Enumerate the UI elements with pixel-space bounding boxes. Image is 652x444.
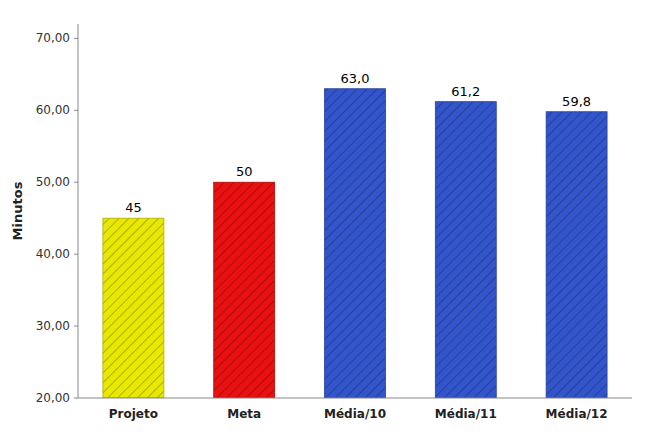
y-tick-label: 60,00 — [36, 103, 70, 117]
data-label: 50 — [236, 164, 253, 179]
x-axis: Projeto Meta Média/10 Média/11 Média/12 — [109, 407, 608, 421]
bar — [435, 102, 496, 398]
chart-svg: 20,00 30,00 40,00 50,00 60,00 70,00 Minutos 45 5… — [0, 0, 652, 444]
y-tick-label: 70,00 — [36, 31, 70, 45]
data-label: 45 — [125, 200, 142, 215]
y-tick — [74, 398, 78, 399]
x-tick-label: Média/10 — [324, 407, 386, 421]
y-tick — [74, 326, 78, 327]
y-tick-label: 30,00 — [36, 319, 70, 333]
data-label: 61,2 — [451, 84, 480, 99]
y-tick — [74, 110, 78, 111]
x-axis-line — [78, 398, 632, 399]
y-tick-label: 40,00 — [36, 247, 70, 261]
bar — [546, 112, 607, 398]
bar — [325, 89, 386, 398]
data-label: 59,8 — [562, 94, 591, 109]
y-tick — [74, 182, 78, 183]
bars — [103, 89, 607, 398]
x-tick-label: Média/11 — [435, 407, 497, 421]
bar — [214, 182, 275, 398]
bar — [103, 218, 164, 398]
data-label: 63,0 — [341, 71, 370, 86]
x-tick-label: Projeto — [109, 407, 158, 421]
x-tick-label: Meta — [227, 407, 261, 421]
y-tick — [74, 38, 78, 39]
x-tick-label: Média/12 — [546, 407, 608, 421]
data-labels: 45 50 63,0 61,2 59,8 — [125, 71, 591, 215]
y-tick — [74, 254, 78, 255]
chart-container: 20,00 30,00 40,00 50,00 60,00 70,00 Minutos 45 5… — [0, 0, 652, 444]
y-axis: 20,00 30,00 40,00 50,00 60,00 70,00 — [36, 31, 78, 405]
y-tick-label: 20,00 — [36, 391, 70, 405]
y-axis-label: Minutos — [10, 181, 25, 240]
y-tick-label: 50,00 — [36, 175, 70, 189]
y-axis-line — [78, 24, 79, 398]
